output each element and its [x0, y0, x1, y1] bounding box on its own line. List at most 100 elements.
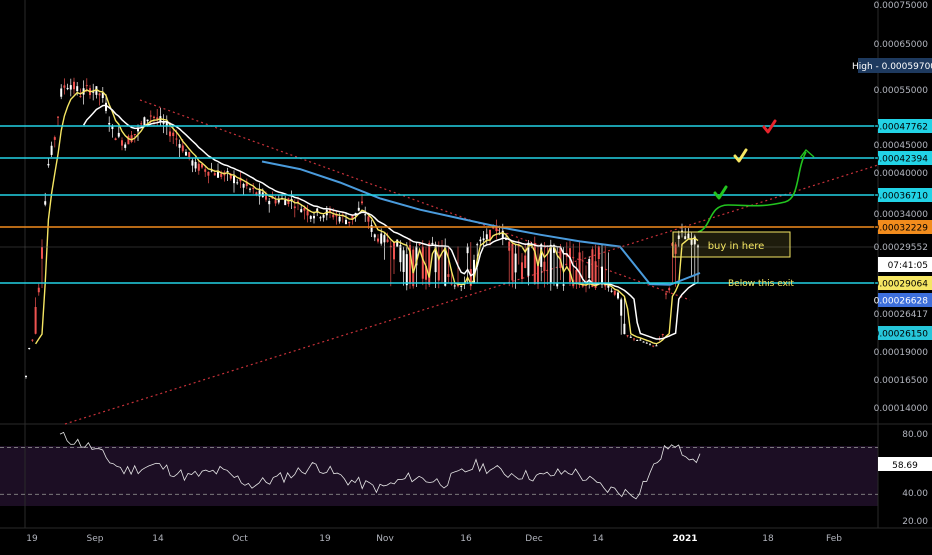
- candle-body: [412, 249, 415, 287]
- candle-body: [220, 173, 223, 177]
- candle-body: [495, 225, 498, 232]
- rsi-line: [59, 431, 701, 500]
- candle-body: [665, 293, 667, 295]
- candle-body: [37, 287, 40, 293]
- candle-body: [511, 243, 514, 281]
- candle-body: [175, 138, 178, 140]
- candle-body: [607, 284, 610, 288]
- candle-body: [476, 244, 479, 246]
- candle-body: [377, 238, 379, 242]
- countdown-tag-bg: [878, 257, 932, 272]
- candle-body: [693, 236, 696, 245]
- candle-body: [178, 144, 181, 148]
- candle-body: [677, 235, 680, 239]
- candle-body: [373, 234, 376, 238]
- candle-body: [674, 244, 677, 254]
- price-tick: 0.00026417: [874, 310, 928, 320]
- candle-body: [508, 241, 511, 251]
- candle-body: [380, 233, 383, 244]
- candle-body: [633, 338, 635, 340]
- candle-body: [661, 334, 664, 336]
- candle-body: [620, 299, 623, 316]
- check-green-icon: [713, 185, 728, 200]
- candle-body: [588, 259, 591, 279]
- projection-arrow-head: [799, 148, 815, 159]
- candle-body: [466, 246, 469, 254]
- candle-body: [217, 170, 219, 178]
- candle-body: [73, 81, 75, 90]
- candle-body: [332, 214, 335, 218]
- candle-body: [274, 200, 277, 204]
- candle-body: [383, 235, 386, 243]
- buy-zone-box[interactable]: [672, 231, 791, 258]
- candle-body: [629, 336, 632, 338]
- time-tick: 14: [592, 534, 604, 544]
- price-axis: 0.00075000 0.00065000 0.00055000 0.00045…: [874, 1, 929, 414]
- candle-body: [185, 151, 187, 156]
- check-red-icon: [762, 119, 777, 134]
- candle-body: [505, 238, 507, 240]
- annotations-layer: [697, 119, 815, 233]
- rsi-current-label: 58.69: [892, 461, 918, 471]
- time-tick: Feb: [826, 534, 842, 544]
- candle-body: [76, 86, 79, 92]
- candle-body: [668, 288, 671, 291]
- candle-body: [101, 92, 104, 98]
- candle-body: [255, 192, 258, 195]
- candle-body: [559, 246, 562, 269]
- candle-body: [687, 233, 690, 239]
- candle-body: [169, 131, 171, 137]
- candle-body: [357, 207, 360, 211]
- candle-body: [354, 212, 357, 215]
- candle-body: [85, 85, 88, 87]
- candle-body: [396, 239, 399, 247]
- candle-body: [242, 183, 245, 188]
- level-tag-bg: [878, 151, 932, 165]
- candle-body: [249, 188, 251, 190]
- rsi-current-tag-bg: [878, 457, 932, 471]
- candle-body: [549, 244, 552, 284]
- candle-body: [537, 265, 539, 285]
- candle-body: [47, 163, 50, 166]
- high-tag-label: High - 0.00059700: [852, 62, 932, 72]
- candle-body: [418, 243, 421, 245]
- candle-body: [236, 182, 239, 184]
- candle-body: [469, 269, 472, 287]
- candle-body: [562, 284, 565, 286]
- candle-body: [44, 201, 47, 205]
- candle-body: [156, 117, 159, 120]
- candle-body: [338, 216, 341, 222]
- candle-body: [652, 345, 655, 347]
- candle-body: [60, 88, 63, 97]
- candle-body: [213, 173, 216, 176]
- level-tag-label: 0.00026150: [874, 330, 929, 340]
- candle-body: [450, 283, 453, 285]
- time-tick: Oct: [232, 534, 248, 544]
- level-tag-bg: [878, 119, 932, 133]
- candle-body: [322, 215, 325, 218]
- rsi-band-background: [0, 446, 878, 506]
- candle-body: [405, 254, 408, 286]
- candle-body: [258, 190, 261, 197]
- candle-body: [364, 214, 367, 216]
- candle-body: [690, 238, 693, 245]
- candle-body: [421, 246, 424, 279]
- candle-body: [265, 193, 267, 200]
- levels-layer: 0.00047762 0.00042394 0.00036710 0.00032229…: [0, 119, 932, 340]
- candle-body: [575, 269, 578, 284]
- candle-body: [133, 134, 136, 136]
- check-yellow-icon: [733, 148, 748, 163]
- candle-body: [149, 115, 152, 117]
- candle-body: [277, 199, 280, 203]
- price-tick: 0.00055000: [874, 86, 929, 96]
- candle-body: [437, 254, 440, 281]
- candle-body: [521, 262, 523, 279]
- candle-body: [306, 210, 309, 216]
- candle-body: [284, 199, 287, 206]
- level-tag-bg: [878, 188, 932, 202]
- candle-body: [639, 339, 642, 341]
- countdown-label: 07:41:05: [888, 261, 928, 271]
- candle-body: [114, 138, 117, 141]
